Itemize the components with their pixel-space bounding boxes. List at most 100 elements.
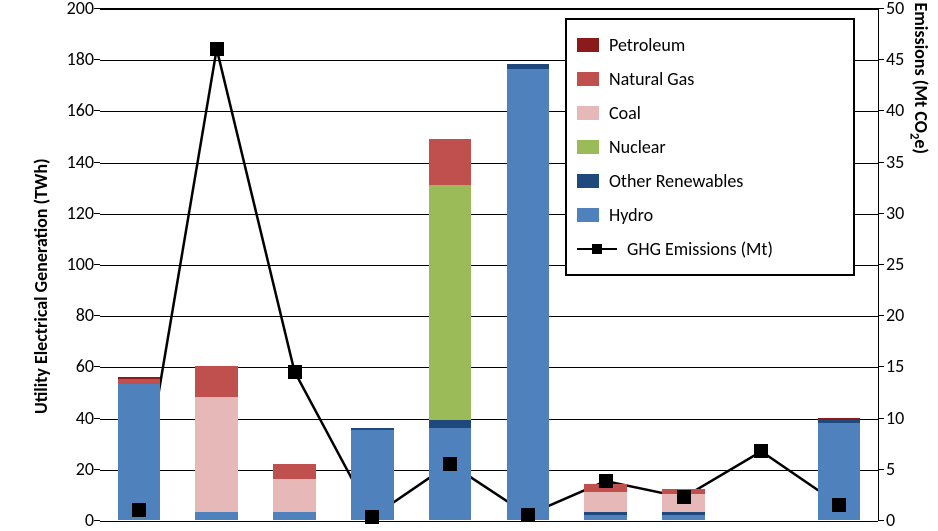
bar-segment-hydro [662, 515, 705, 520]
legend-item: GHG Emissions (Mt) [577, 232, 839, 266]
bar-segment-petroleum [818, 418, 861, 421]
legend-item: Natural Gas [577, 62, 839, 96]
legend: Petroleum Natural Gas Coal Nuclear Other Ren… [565, 18, 855, 276]
legend-swatch [577, 208, 599, 222]
y-left-tickmark [94, 366, 100, 367]
y-left-tickmark [94, 520, 100, 521]
legend-item: Other Renewables [577, 164, 839, 198]
bar-segment-other_renewables [507, 64, 550, 69]
y-axis-right-label: GHG Emissions (Mt CO2e) [906, 0, 932, 154]
legend-item: Hydro [577, 198, 839, 232]
bar-segment-hydro [584, 515, 627, 520]
y-left-tick: 40 [50, 407, 94, 429]
ghg-marker [599, 474, 613, 488]
y-right-tick: 10 [886, 407, 904, 429]
ghg-marker [521, 508, 535, 522]
legend-item: Petroleum [577, 28, 839, 62]
y-right-tick: 15 [886, 355, 904, 377]
y-right-tickmark [878, 162, 884, 163]
y-right-tickmark [878, 213, 884, 214]
y-right-tickmark [878, 469, 884, 470]
legend-label: GHG Emissions (Mt) [627, 238, 773, 260]
ghg-marker [832, 498, 846, 512]
y-left-tick: 200 [50, 0, 94, 19]
bar-segment-other_renewables [818, 420, 861, 423]
legend-swatch [577, 38, 599, 52]
ghg-marker [210, 42, 224, 56]
y-left-tickmark [94, 469, 100, 470]
y-left-tick: 100 [50, 253, 94, 275]
bar-segment-coal [195, 397, 238, 512]
y-right-tick: 50 [886, 0, 904, 19]
ghg-marker [288, 365, 302, 379]
y-right-tick: 25 [886, 253, 904, 275]
bar-segment-nuclear [429, 185, 472, 421]
legend-label: Petroleum [609, 34, 685, 56]
legend-swatch [577, 106, 599, 120]
legend-item: Nuclear [577, 130, 839, 164]
gridline [100, 9, 878, 10]
y-left-tick: 20 [50, 458, 94, 480]
ghg-marker [365, 510, 379, 524]
legend-label: Other Renewables [609, 170, 743, 192]
bar-segment-petroleum [118, 377, 161, 380]
bar-segment-other_renewables [351, 428, 394, 431]
bar-segment-natural_gas [118, 379, 161, 384]
y-left-tickmark [94, 264, 100, 265]
y-right-tickmark [878, 110, 884, 111]
y-right-tick: 45 [886, 48, 904, 70]
y-left-tick: 160 [50, 99, 94, 121]
y-right-tick: 30 [886, 202, 904, 224]
bar-segment-other_renewables [429, 420, 472, 428]
y-axis-left-label: Utility Electrical Generation (TWh) [30, 158, 52, 414]
y-left-tickmark [94, 8, 100, 9]
legend-item: Coal [577, 96, 839, 130]
y-left-tickmark [94, 59, 100, 60]
ghg-marker [443, 457, 457, 471]
y-right-tick: 20 [886, 304, 904, 326]
bar-segment-other_renewables [662, 512, 705, 515]
legend-swatch [577, 174, 599, 188]
y-right-tickmark [878, 366, 884, 367]
legend-label: Nuclear [609, 136, 666, 158]
legend-label: Coal [609, 102, 641, 124]
gridline [100, 316, 878, 317]
bar-segment-other_renewables [584, 512, 627, 515]
bar-segment-coal [584, 492, 627, 512]
y-left-tick: 60 [50, 355, 94, 377]
ghg-marker [677, 490, 691, 504]
bar-segment-natural_gas [429, 139, 472, 185]
bar-segment-hydro [507, 69, 550, 520]
y-right-tick: 40 [886, 99, 904, 121]
y-right-tickmark [878, 315, 884, 316]
y-right-tickmark [878, 59, 884, 60]
y-left-tick: 80 [50, 304, 94, 326]
legend-label: Hydro [609, 204, 653, 226]
y-left-tickmark [94, 213, 100, 214]
y-left-tick: 180 [50, 48, 94, 70]
bar-segment-hydro [273, 512, 316, 520]
bar-segment-natural_gas [195, 366, 238, 397]
y-right-tickmark [878, 264, 884, 265]
y-right-tick: 0 [886, 509, 895, 531]
y-right-tick: 5 [886, 458, 895, 480]
y-left-tick: 120 [50, 202, 94, 224]
y-right-tickmark [878, 520, 884, 521]
y-right-tickmark [878, 8, 884, 9]
ghg-marker [132, 503, 146, 517]
bar-segment-natural_gas [273, 464, 316, 479]
bar-segment-hydro [118, 384, 161, 520]
ghg-marker [754, 444, 768, 458]
y-left-tick: 0 [50, 509, 94, 531]
legend-line-icon [577, 242, 617, 256]
legend-swatch [577, 72, 599, 86]
y-left-tickmark [94, 418, 100, 419]
bar-segment-hydro [195, 512, 238, 520]
legend-swatch [577, 140, 599, 154]
bar-segment-hydro [351, 430, 394, 520]
y-left-tickmark [94, 315, 100, 316]
y-left-tick: 140 [50, 151, 94, 173]
bar-segment-coal [273, 479, 316, 512]
y-right-tick: 35 [886, 151, 904, 173]
gridline [100, 521, 878, 522]
